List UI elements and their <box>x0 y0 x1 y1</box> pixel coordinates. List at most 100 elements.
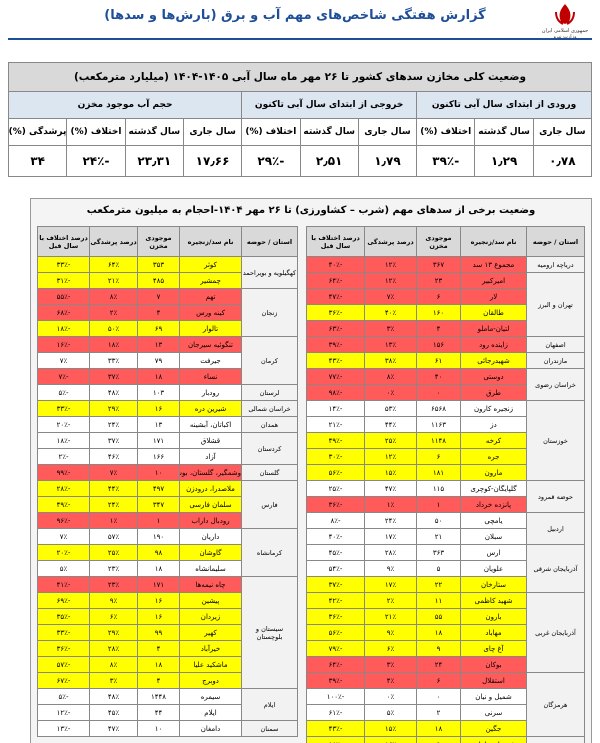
dam-cell: جره <box>460 448 527 465</box>
header-row: استان / حوضه نام سد/زنجیره موجودی مخزن درصد… <box>37 226 298 257</box>
dam-cell: ۲۱ <box>416 528 461 545</box>
dam-cell: ماشکید علیا <box>179 656 242 673</box>
province: سمنان <box>241 720 298 737</box>
dam-cell: -۷٪ <box>37 368 90 385</box>
dam-row: فارس ملاصدرا، درودزن ۴۹۷ ۴۴٪ -۲۸٪ <box>37 480 298 529</box>
column-header: سال جاری <box>182 118 243 146</box>
dam-cell: ۴۸٪ <box>89 688 138 705</box>
dam-cell: اکباتان، آبشینه <box>179 416 242 433</box>
dam-cell: ۴۸٪ <box>89 384 138 401</box>
dam-cell: تهم <box>179 288 242 305</box>
dam-cell: -۶۷٪ <box>37 672 90 689</box>
dam-cell: سیمره <box>179 688 242 705</box>
dam-cell: -۵٪ <box>37 688 90 705</box>
dam-cell: خیرآباد <box>179 640 242 657</box>
dam-cell: بوکان <box>460 656 527 673</box>
province: فارس <box>241 480 298 529</box>
column-header: سال گذشته <box>299 118 359 146</box>
dam-cell: -۷۹٪ <box>306 640 365 657</box>
column-header: سال گذشته <box>474 118 534 146</box>
dam-cell: ۷٪ <box>364 288 417 305</box>
province: بوشهر <box>526 736 585 743</box>
dam-cell: شهیدرجائی <box>460 352 527 369</box>
province: اردبیل <box>526 512 585 545</box>
dam-row: جیرفت ۷۹ ۳۳٪ ۷٪ <box>37 352 298 369</box>
dam-row: گاوشان ۹۸ ۲۵٪ -۲۰٪ <box>37 544 298 561</box>
logo: جمهوری اسلامی ایران وزارت نیرو <box>536 2 594 40</box>
dam-cell: کهیر <box>179 624 242 641</box>
dam-cell: ۴۶٪ <box>89 448 138 465</box>
dam-row: لار ۶ ۷٪ -۴۷٪ <box>306 288 585 305</box>
dam-row: پیشین ۱۶ ۹٪ -۶۹٪ <box>37 592 298 609</box>
dam-cell: ۱۰ <box>137 464 180 481</box>
dam-cell: ۹٪ <box>364 560 417 577</box>
dam-cell: -۶۳٪ <box>306 320 365 337</box>
dam-cell: ۲۴٪ <box>89 496 138 513</box>
dam-cell: زنجیره کارون <box>460 400 527 417</box>
dam-cell: ۶۹ <box>137 320 180 337</box>
dam-cell: -۳۵٪ <box>37 608 90 625</box>
dam-cell: -۳۹٪ <box>306 672 365 689</box>
dam-cell: -۴۷٪ <box>306 288 365 305</box>
dam-cell: ۰٪ <box>364 688 417 705</box>
dam-cell: ۵۳٪ <box>364 400 417 417</box>
dam-cell: ۰ <box>416 688 461 705</box>
dam-cell: -۴۹٪ <box>37 496 90 513</box>
dam-cell: ۱۶٪ <box>364 736 417 743</box>
column-header: درصد اختلاف با سال قبل <box>306 226 365 257</box>
dam-cell: ۲۹٪ <box>89 624 138 641</box>
dam-cell: ۱۶۰ <box>416 304 461 321</box>
dam-cell: -۳۶٪ <box>306 608 365 625</box>
dam-cell: ۶٪ <box>89 608 138 625</box>
province: تهران و البرز <box>526 272 585 337</box>
dam-cell: آغ چای <box>460 640 527 657</box>
dam-cell: ۱۳٪ <box>364 336 417 353</box>
dam-cell: -۳۷٪ <box>306 576 365 593</box>
dam-cell: ۱۸٪ <box>89 336 138 353</box>
column-header: اختلاف (%) <box>66 118 126 146</box>
dam-cell: شیرین دره <box>179 400 242 417</box>
summary-value: -۲۴٪ <box>66 145 126 177</box>
dam-row: لتیان-ماملو ۴ ۳٪ -۶۳٪ <box>306 320 585 337</box>
dam-cell: ۱۵٪ <box>364 464 417 481</box>
dam-cell: چاه نیمه‌ها <box>179 576 242 593</box>
dam-cell: ۷٪ <box>37 352 90 369</box>
dam-row: کرمانشاه داریان ۱۹۰ ۵۷٪ ۷٪ <box>37 528 298 577</box>
dam-cell: طالقان <box>460 304 527 321</box>
column-row: سال جاری سال گذشته اختلاف (%) سال جاری سال گ… <box>7 118 593 146</box>
dam-cell: -۴۹٪ <box>306 432 365 449</box>
dam-cell: استقلال <box>460 672 527 689</box>
dam-cell: ۴۰٪ <box>364 304 417 321</box>
dam-cell: ۳۷٪ <box>89 432 138 449</box>
dam-cell: ۶۴٪ <box>89 256 138 273</box>
dam-cell: ۸٪ <box>89 656 138 673</box>
dam-cell: ۴۸۵ <box>137 272 180 289</box>
dam-row: آذربایجان غربی شهید کاظمی ۱۱ ۲٪ -۴۲٪ <box>306 592 585 673</box>
dam-cell: -۴۲٪ <box>306 592 365 609</box>
dam-cell: -۶۹٪ <box>37 592 90 609</box>
dam-cell: طرق <box>460 384 527 401</box>
dam-cell: امیرکبیر <box>460 272 527 289</box>
dam-row: خیرآباد ۴ ۲۸٪ -۳۶٪ <box>37 640 298 657</box>
dam-cell: ملاصدرا، درودزن <box>179 480 242 497</box>
dam-cell: ۲۳ <box>416 272 461 289</box>
dam-row: ایلام ۴۴ ۴۵٪ -۱۲٪ <box>37 704 298 721</box>
dam-cell: پانزده خرداد <box>460 496 527 513</box>
dam-cell: -۴۳٪ <box>306 720 365 737</box>
dam-row: تالوار ۶۹ ۵۰٪ -۱۸٪ <box>37 320 298 337</box>
dam-row: دز ۱۱۶۳ ۴۴٪ -۲۱٪ <box>306 416 585 433</box>
dam-cell: سلمان فارسی <box>179 496 242 513</box>
dam-cell: ۶ <box>416 448 461 465</box>
dam-cell: ارس <box>460 544 527 561</box>
dam-cell: -۴۰٪ <box>306 256 365 273</box>
dam-cell: ۱۸ <box>416 720 461 737</box>
dam-row: اردبیل یامچی ۵۰ ۲۴٪ -۸٪ <box>306 512 585 545</box>
dam-cell: ۱۲٪ <box>364 448 417 465</box>
dam-row: زیردان ۱۶ ۶٪ -۳۵٪ <box>37 608 298 625</box>
dam-cell: رودبار <box>179 384 242 401</box>
dam-cell: ۵٪ <box>37 560 90 577</box>
province: حوضه قمرود <box>526 480 585 513</box>
emblem <box>555 4 575 25</box>
dam-cell: ۳٪ <box>89 672 138 689</box>
dam-cell: -۵۵٪ <box>37 288 90 305</box>
